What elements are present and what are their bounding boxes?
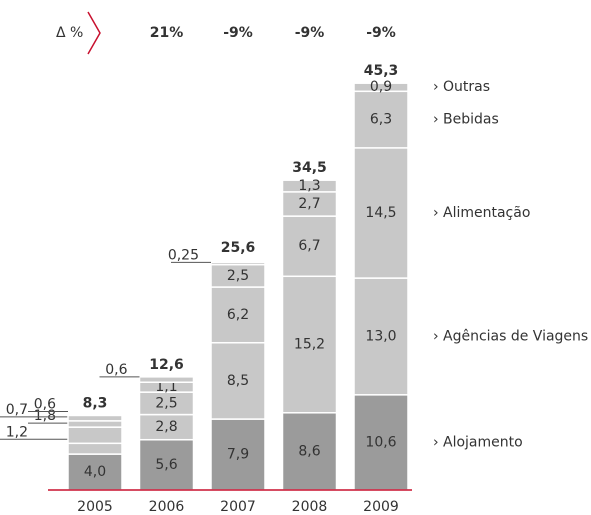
data-label: 8,6 [298,443,320,459]
legend-bullet: › [433,79,439,95]
x-tick-label: 2007 [220,499,256,515]
x-tick-label: 2008 [292,499,328,515]
data-label: 6,3 [370,112,392,128]
data-label: 13,0 [365,328,396,344]
bar-segment [281,179,338,193]
bar-segment [138,376,195,383]
total-label: 25,6 [221,240,256,256]
legend-label: Alimentação [443,205,530,221]
data-label: 6,7 [298,238,320,254]
bar-segment [210,341,266,420]
data-label: 14,5 [365,205,396,221]
data-label: 4,0 [84,464,106,480]
data-label: 7,9 [227,447,249,463]
delta-value: -9% [223,25,253,41]
bar-segment [67,453,123,491]
data-label: 0,9 [370,79,392,95]
data-label: 0,25 [168,247,199,263]
bar-segment [67,414,123,422]
data-label: 6,2 [227,307,249,323]
total-label: 8,3 [83,395,108,411]
data-label: 1,1 [155,379,177,395]
bar-segment [67,442,123,455]
data-label: 10,6 [365,434,396,450]
chevron [87,11,101,55]
bar-segment [281,215,338,278]
data-label: 1,2 [6,424,28,440]
data-label: 1,8 [34,408,56,424]
bar-segment [281,191,338,217]
data-label: 2,5 [227,268,249,284]
data-label: 1,3 [298,178,320,194]
legend-label: Alojamento [443,434,523,450]
data-label: 0,7 [6,402,28,418]
x-tick-label: 2009 [363,499,399,515]
x-tick-label: 2006 [149,499,185,515]
delta-value: -9% [366,25,396,41]
legend-bullet: › [433,434,439,450]
bar-segment [281,275,338,414]
data-label: 8,5 [227,373,249,389]
legend-label: Agências de Viagens [443,328,588,344]
delta-value: -9% [295,25,325,41]
legend-label: Outras [443,79,490,95]
bar-segment [210,286,266,344]
bar-segment [67,426,123,445]
bar-segment [353,90,409,149]
total-label: 45,3 [364,63,399,79]
bar-segment [67,420,123,428]
legend-label: Bebidas [443,112,499,128]
delta-label: Δ % [56,25,83,41]
bar-segment [353,394,409,491]
legend-bullet: › [433,205,439,221]
total-label: 34,5 [292,160,327,176]
x-tick-label: 2005 [77,499,113,515]
bar-segment [353,82,409,93]
total-label: 12,6 [149,357,184,373]
data-label: 2,5 [155,395,177,411]
data-label: 0,6 [34,396,56,412]
delta-value: 21% [150,25,184,41]
data-label: 2,8 [155,419,177,435]
legend-bullet: › [433,112,439,128]
data-label: 15,2 [294,337,325,353]
legend-bullet: › [433,328,439,344]
data-label: 0,6 [105,362,127,378]
data-label: 5,6 [155,457,177,473]
data-label: 2,7 [298,196,320,212]
bar-segment [210,261,266,266]
